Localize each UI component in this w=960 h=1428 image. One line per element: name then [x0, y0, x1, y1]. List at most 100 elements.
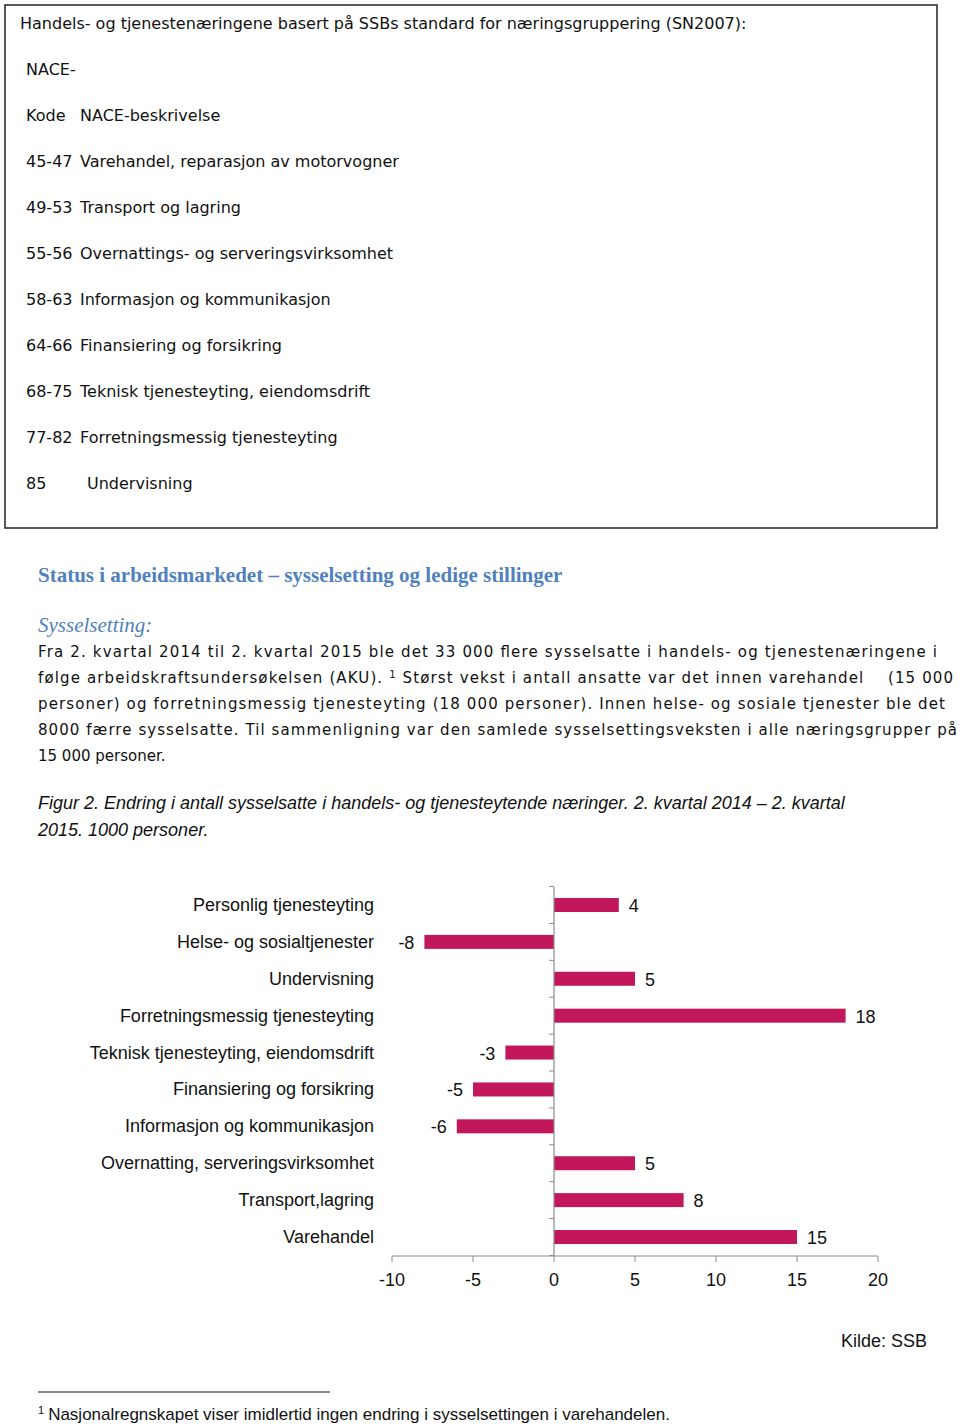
footnote-text: Nasjonalregnskapet viser imidlertid inge…	[48, 1405, 670, 1424]
bar	[554, 898, 619, 912]
category-label: Undervisning	[269, 969, 374, 989]
chart: -10 -5 0 5 10 15 20 Personlig tjenesteyting Hels…	[90, 887, 888, 1290]
category-tick	[549, 997, 554, 998]
data-label: -6	[431, 1117, 447, 1137]
footnote-marker: 1	[38, 1404, 44, 1416]
bar	[554, 1230, 797, 1244]
page: {"box": {"title": "Handels- og tjenesten…	[0, 0, 960, 1428]
data-label: 18	[856, 1007, 876, 1027]
x-tick	[716, 1256, 717, 1262]
data-label: -3	[479, 1044, 495, 1064]
bar	[457, 1119, 554, 1133]
data-label: -8	[398, 933, 414, 953]
category-tick	[549, 1255, 554, 1256]
nace-description: Overnattings- og serveringsvirksomhet	[80, 244, 393, 263]
category-label: Varehandel	[283, 1227, 374, 1247]
nace-code: 85	[26, 474, 46, 493]
paragraph-line: Fra 2. kvartal 2014 til 2. kvartal 2015 …	[38, 643, 937, 661]
data-label: 5	[645, 1154, 655, 1174]
box-header: NACE-	[26, 60, 76, 79]
bars	[424, 898, 845, 1244]
data-label: 5	[645, 970, 655, 990]
x-tick	[878, 1256, 879, 1262]
nace-description: Varehandel, reparasjon av motorvogner	[80, 152, 399, 171]
nace-code: 45-47	[26, 152, 73, 171]
x-tick	[635, 1256, 636, 1262]
category-label: Informasjon og kommunikasjon	[125, 1116, 374, 1136]
category-tick	[549, 1071, 554, 1072]
x-tick	[392, 1256, 393, 1262]
nace-description: Informasjon og kommunikasjon	[80, 290, 331, 309]
nace-description: Forretningsmessig tjenesteyting	[80, 428, 338, 447]
category-label: Helse- og sosialtjenester	[177, 932, 374, 952]
x-tick-label: 10	[706, 1270, 726, 1290]
category-tick	[549, 1218, 554, 1219]
box-title: Handels- og tjenestenæringene basert på …	[20, 14, 746, 33]
bar	[554, 1156, 635, 1170]
figure-caption: 2015. 1000 personer.	[37, 820, 208, 840]
paragraph-line: følge arbeidskraftsundersøkelsen (AKU). …	[38, 669, 953, 688]
paragraph-line: 8000 færre sysselsatte. Til sammenlignin…	[38, 721, 957, 739]
box-header: Kode	[26, 106, 65, 125]
nace-description: Teknisk tjenesteyting, eiendomsdrift	[79, 382, 370, 401]
box-header: NACE-beskrivelse	[80, 106, 220, 125]
paragraph-text: 8000 færre sysselsatte. Til sammenlignin…	[38, 721, 957, 739]
x-tick	[797, 1256, 798, 1262]
data-label: 15	[807, 1228, 827, 1248]
category-label: Transport,lagring	[239, 1190, 374, 1210]
bar	[554, 1009, 846, 1023]
x-tick-label: 15	[787, 1270, 807, 1290]
category-label: Finansiering og forsikring	[173, 1079, 374, 1099]
bar	[554, 972, 635, 986]
category-tick	[549, 1034, 554, 1035]
nace-code: 58-63	[26, 290, 73, 309]
footnote-ref: 1	[389, 669, 395, 680]
footnote-rule	[38, 1392, 330, 1393]
nace-description: Undervisning	[87, 474, 193, 493]
nace-code: 55-56	[26, 244, 73, 263]
paragraph-text: personer) og forretningsmessig tjenestey…	[38, 695, 945, 713]
nace-code: 68-75	[26, 382, 73, 401]
paragraph-text: Størst vekst i antall ansatte var det in…	[397, 669, 953, 687]
nace-code: 77-82	[26, 428, 73, 447]
category-label: Forretningsmessig tjenesteyting	[120, 1006, 374, 1026]
category-tick	[549, 1181, 554, 1182]
category-label: Personlig tjenesteyting	[193, 895, 374, 915]
paragraph-line: 15 000 personer.	[38, 747, 165, 765]
x-tick-label: 0	[549, 1270, 559, 1290]
x-tick	[473, 1256, 474, 1262]
footnote: 1 Nasjonalregnskapet viser imidlertid ing…	[38, 1404, 670, 1424]
data-label: -5	[447, 1080, 463, 1100]
bar	[473, 1082, 554, 1096]
section-subheading: Sysselsetting:	[38, 613, 152, 637]
data-label: 8	[694, 1191, 704, 1211]
paragraph-text: 15 000 personer.	[38, 747, 165, 765]
x-tick-label: -10	[379, 1270, 405, 1290]
paragraph-text: følge arbeidskraftsundersøkelsen (AKU).	[38, 669, 388, 687]
category-label: Teknisk tjenesteyting, eiendomsdrift	[90, 1043, 374, 1063]
x-tick-label: 20	[868, 1270, 888, 1290]
x-tick	[554, 1256, 555, 1262]
paragraph-line: personer) og forretningsmessig tjenestey…	[38, 695, 945, 713]
paragraph-text: Fra 2. kvartal 2014 til 2. kvartal 2015 …	[38, 643, 937, 661]
category-tick	[549, 886, 554, 887]
nace-description: Transport og lagring	[79, 198, 241, 217]
section-heading: Status i arbeidsmarkedet – sysselsetting…	[38, 563, 562, 587]
page-canvas: Handels- og tjenestenæringene basert på …	[0, 0, 960, 1428]
category-tick	[549, 923, 554, 924]
bar	[424, 935, 554, 949]
figure-caption: Figur 2. Endring i antall sysselsatte i …	[38, 793, 846, 813]
category-label: Overnatting, serveringsvirksomhet	[101, 1153, 374, 1173]
x-tick-label: -5	[465, 1270, 481, 1290]
bar	[554, 1193, 684, 1207]
nace-code: 49-53	[26, 198, 73, 217]
x-tick-label: 5	[630, 1270, 640, 1290]
nace-description: Finansiering og forsikring	[80, 336, 282, 355]
bar	[505, 1046, 554, 1060]
nace-code: 64-66	[26, 336, 73, 355]
category-tick	[549, 1107, 554, 1108]
data-label: 4	[629, 896, 639, 916]
box-frame	[5, 5, 937, 528]
category-tick	[549, 960, 554, 961]
source: Kilde: SSB	[841, 1331, 927, 1351]
